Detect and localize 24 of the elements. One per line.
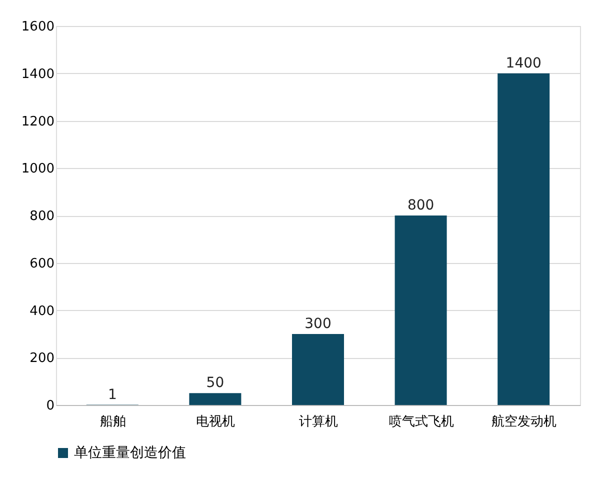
y-tick-label: 600 — [30, 256, 54, 272]
bar — [292, 334, 344, 405]
x-tick-label: 电视机 — [196, 414, 236, 430]
y-tick-label: 200 — [30, 351, 54, 366]
bar — [189, 393, 242, 405]
data-label: 1400 — [506, 55, 542, 72]
y-tick-label: 1400 — [21, 66, 54, 82]
data-label: 50 — [206, 375, 224, 392]
y-tick-label: 800 — [30, 209, 54, 224]
x-tick-label: 航空发动机 — [492, 414, 557, 430]
y-tick-label: 0 — [46, 398, 54, 414]
x-tick-label: 计算机 — [299, 414, 338, 430]
data-label: 1 — [108, 386, 117, 403]
y-tick-label: 1200 — [21, 114, 54, 130]
y-tick-label: 400 — [30, 304, 54, 319]
bar — [498, 73, 550, 405]
y-tick-label: 1600 — [21, 20, 54, 34]
x-tick-label: 船舶 — [100, 414, 126, 430]
data-label: 300 — [304, 316, 332, 332]
y-tick-label: 1000 — [21, 162, 54, 177]
legend-label: 单位重量创造价值 — [74, 445, 186, 461]
x-tick-label: 喷气式飞机 — [388, 414, 454, 430]
bar — [394, 216, 447, 405]
data-label: 800 — [407, 198, 434, 214]
